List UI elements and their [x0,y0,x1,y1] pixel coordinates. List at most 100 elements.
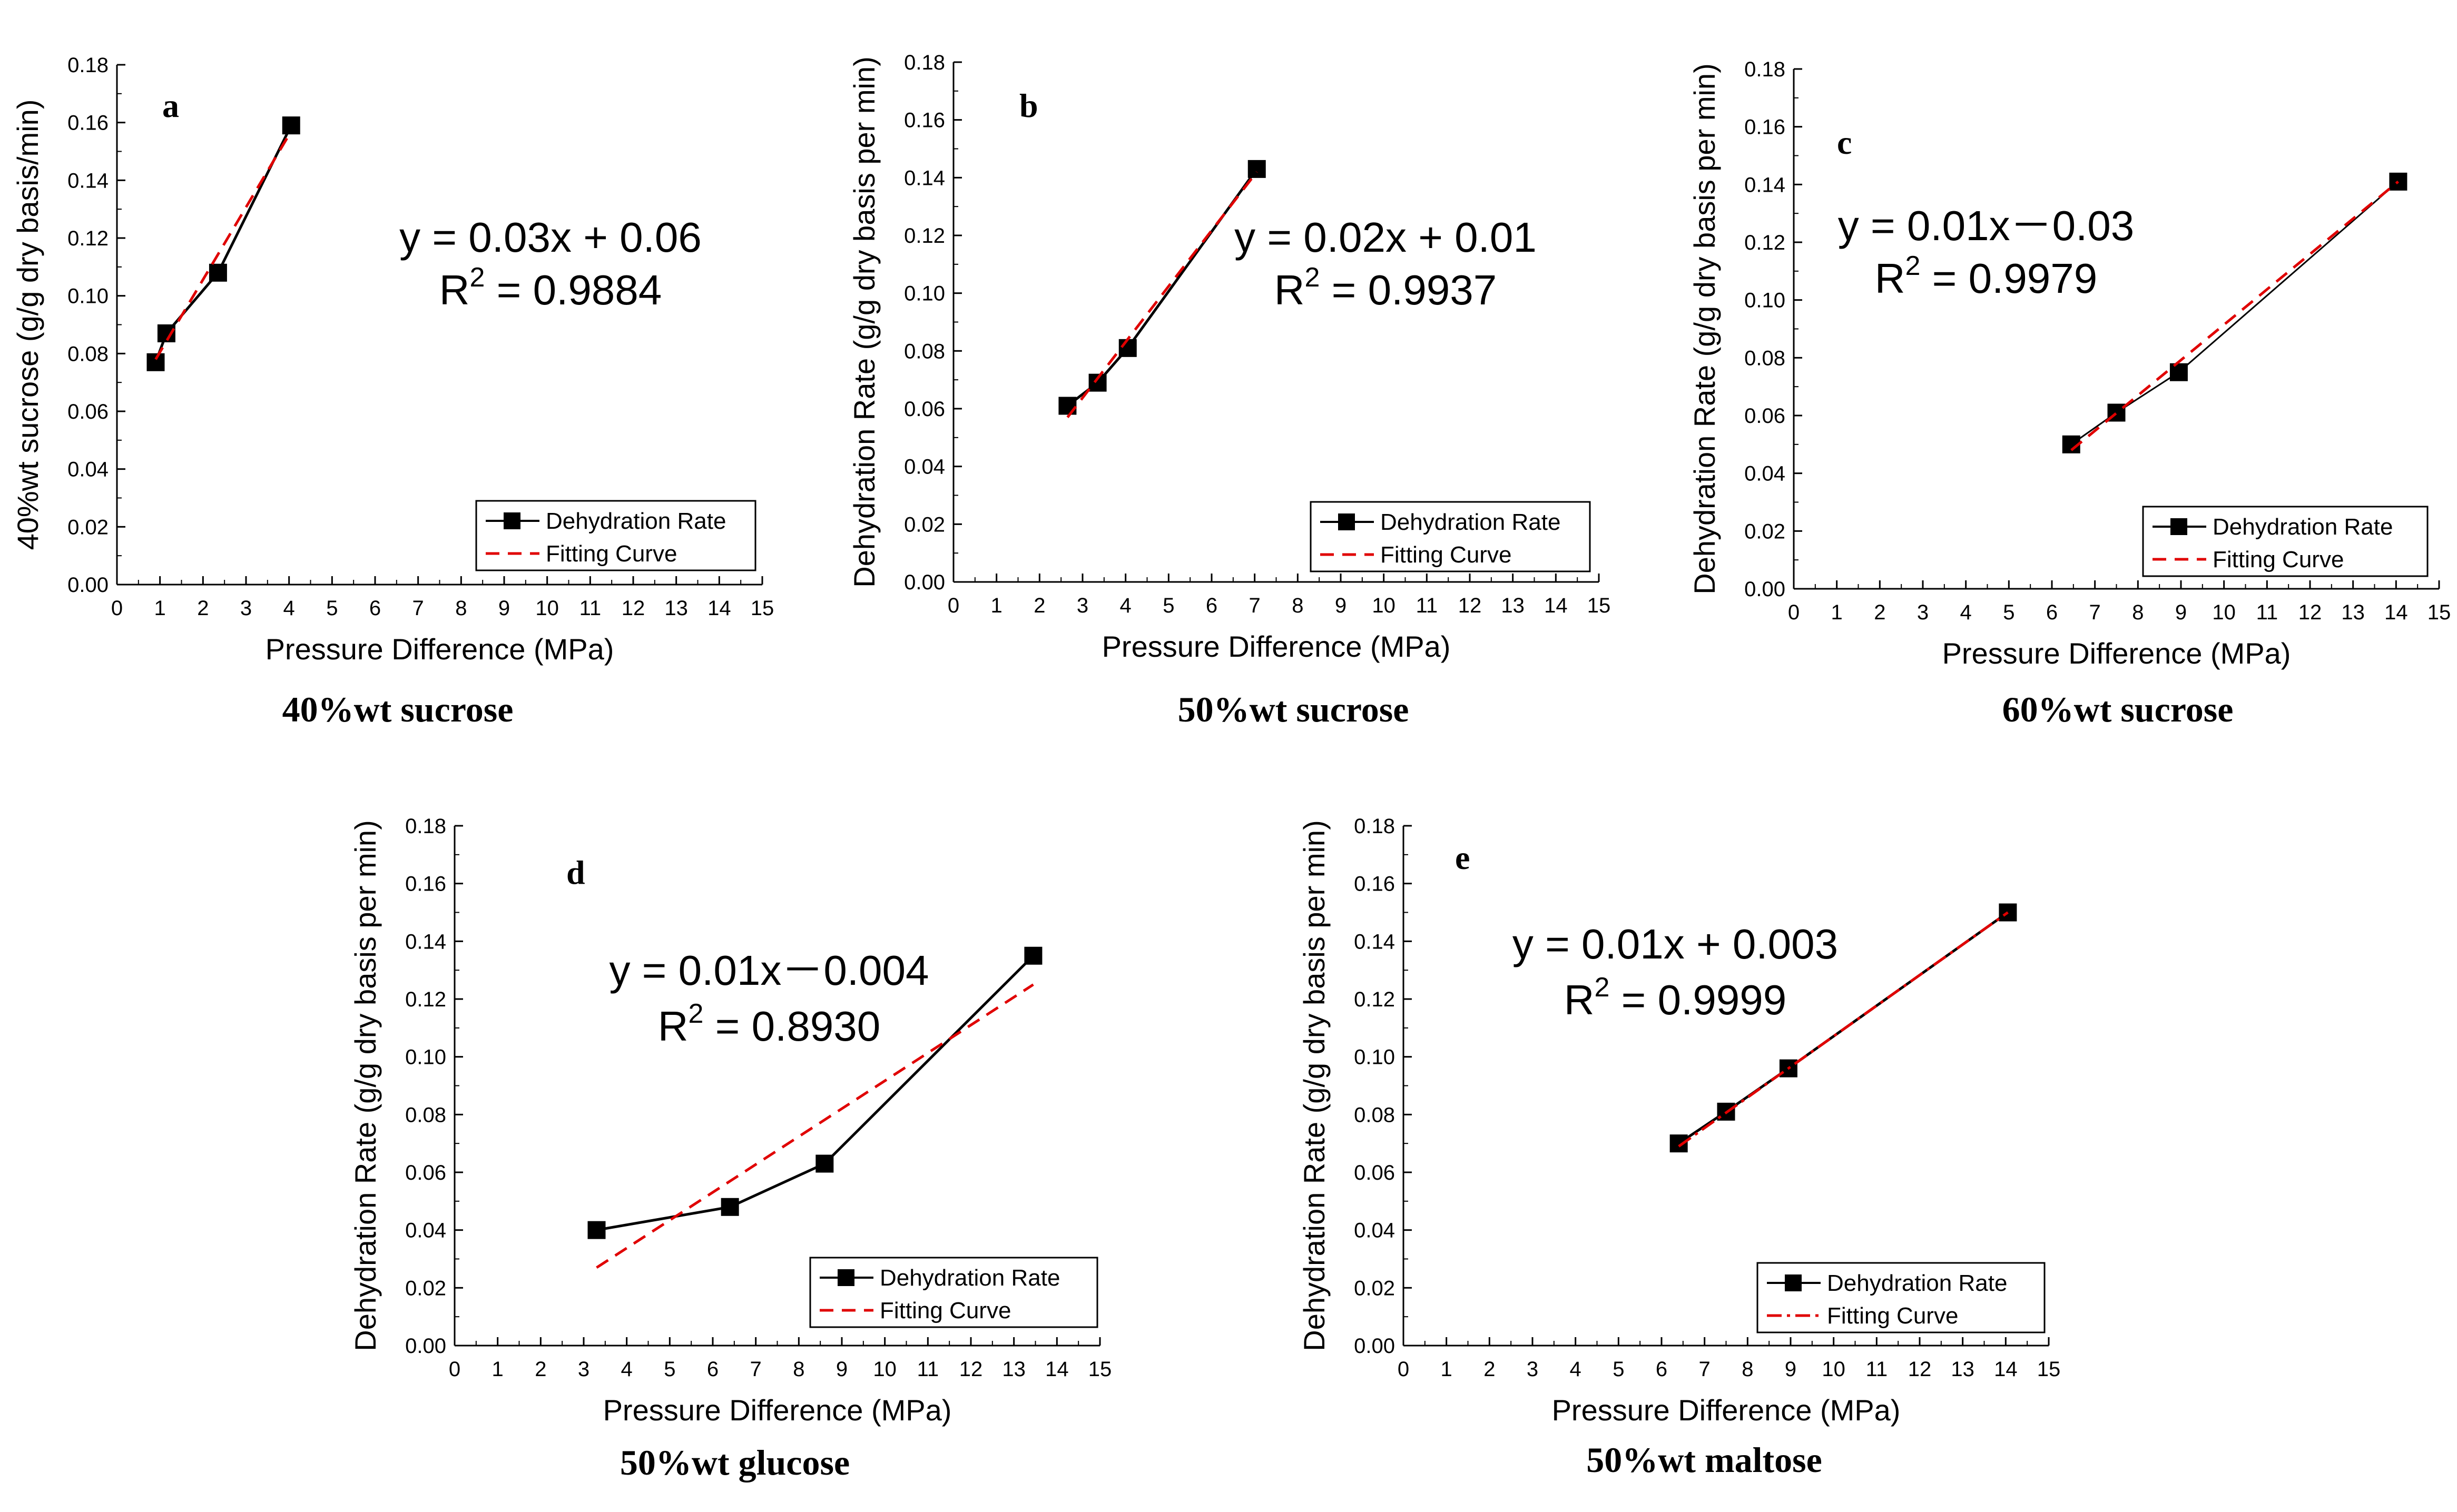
y-tick-label: 0.18 [904,51,945,74]
x-tick-label: 10 [1372,594,1395,617]
y-tick-label: 0.00 [1354,1335,1395,1358]
dehydration-rate-line [2070,181,2399,446]
r-squared-value: = 0.9937 [1320,266,1497,313]
fitting-curve-line [154,130,292,360]
x-tick-label: 10 [535,597,559,620]
x-tick-label: 3 [578,1358,589,1381]
x-tick-label: 1 [154,597,166,620]
fit-equation: y = 0.01x－0.03 [1838,202,2135,249]
panel-caption: 60%wt sucrose [2002,689,2234,729]
data-point-marker [1024,946,1043,965]
y-tick-label: 0.00 [405,1335,446,1358]
r-squared-superscript: 2 [470,262,485,293]
x-tick-label: 10 [2212,601,2236,624]
chart-panel-a: 0 1 2 3 4 5 6 7 8 9 10 11 12 13 14 150.000.020.040.060.… [11,54,774,729]
y-tick-label: 0.04 [67,458,109,481]
y-tick-label: 0.18 [1744,58,1785,81]
x-tick-label: 7 [1249,594,1261,617]
fit-equation: y = 0.03x + 0.06 [399,214,702,261]
x-tick-label: 12 [959,1358,983,1381]
x-tick-label: 6 [369,597,381,620]
y-tick-label: 0.10 [67,285,109,308]
y-axis-title: Dehydration Rate (g/g dry basis per min) [848,56,881,587]
x-tick-label: 11 [917,1358,939,1381]
x-tick-label: 3 [240,597,252,620]
x-tick-label: 8 [1292,594,1303,617]
legend-label: Dehydration Rate [1827,1270,2007,1296]
x-tick-label: 13 [1951,1358,1974,1381]
r-squared-superscript: 2 [1305,262,1320,293]
fitting-curve-line [1066,171,1258,418]
x-tick-label: 12 [2298,601,2322,624]
x-tick-label: 11 [1416,594,1438,617]
y-tick-label: 0.06 [67,400,109,423]
dehydration-rate-line [596,954,1035,1232]
r-squared: R2 = 0.9884 [439,262,662,313]
r-squared-superscript: 2 [1595,972,1610,1003]
data-point-marker [1247,160,1266,178]
y-tick-label: 0.04 [1744,462,1785,486]
r-squared: R2 = 0.8930 [658,999,881,1050]
x-tick-label: 14 [1045,1358,1069,1381]
x-tick-label: 2 [1483,1358,1495,1381]
y-tick-label: 0.02 [405,1277,446,1300]
panel-caption: 50%wt maltose [1586,1440,1822,1480]
x-tick-label: 8 [455,597,467,620]
r-squared: R2 = 0.9999 [1564,972,1787,1023]
x-tick-label: 5 [2003,601,2014,624]
r-squared-value: = 0.9999 [1609,976,1786,1023]
x-tick-label: 5 [326,597,338,620]
y-tick-label: 0.12 [1744,231,1785,254]
y-tick-label: 0.02 [67,516,109,539]
x-tick-label: 15 [1088,1358,1112,1381]
legend-box [2142,506,2429,577]
y-tick-label: 0.18 [67,54,109,77]
y-tick-label: 0.14 [1744,173,1785,196]
r-squared-label: R [439,266,470,313]
y-tick-label: 0.04 [1354,1219,1395,1242]
r-squared-label: R [1274,266,1305,313]
data-point-marker [587,1221,606,1239]
data-point-marker [721,1198,739,1216]
legend-marker [1338,513,1355,530]
y-tick-label: 0.06 [1354,1161,1395,1184]
y-tick-label: 0.04 [904,456,945,479]
y-tick-label: 0.18 [1354,815,1395,838]
y-tick-label: 0.12 [904,224,945,248]
x-tick-label: 14 [2384,601,2408,624]
fit-equation: y = 0.01x－0.004 [609,947,929,994]
x-tick-label: 8 [793,1358,804,1381]
legend: Dehydration Rate Fitting Curve [1756,1262,2046,1333]
legend: Dehydration Rate Fitting Curve [2142,506,2429,577]
y-tick-label: 0.18 [405,815,446,838]
x-tick-label: 0 [1398,1358,1409,1381]
legend-marker [504,512,520,529]
legend-box [1756,1262,2046,1333]
legend-label: Fitting Curve [1380,542,1511,568]
x-axis-title: Pressure Difference (MPa) [1552,1394,1901,1427]
legend: Dehydration Rate Fitting Curve [809,1257,1098,1328]
x-tick-label: 6 [707,1358,719,1381]
x-tick-label: 13 [1002,1358,1026,1381]
legend-marker [2170,518,2187,535]
x-tick-label: 2 [1034,594,1045,617]
x-tick-label: 1 [1441,1358,1452,1381]
y-tick-label: 0.06 [904,398,945,421]
x-tick-label: 8 [2132,601,2144,624]
fit-equation: y = 0.01x + 0.003 [1512,921,1838,967]
x-tick-label: 11 [579,597,602,620]
x-tick-label: 15 [2427,601,2451,624]
x-tick-label: 2 [535,1358,546,1381]
panel-letter: b [1019,87,1038,124]
x-tick-label: 9 [2175,601,2187,624]
y-axis-title: 40%wt sucrose (g/g dry basis/min) [11,100,44,550]
x-tick-label: 7 [2089,601,2101,624]
data-point-marker [209,263,227,282]
y-tick-label: 0.10 [1354,1046,1395,1069]
legend-box [809,1257,1098,1328]
x-tick-label: 14 [1544,594,1568,617]
y-tick-label: 0.10 [904,282,945,305]
x-tick-label: 4 [1120,594,1132,617]
x-tick-label: 2 [1874,601,1885,624]
